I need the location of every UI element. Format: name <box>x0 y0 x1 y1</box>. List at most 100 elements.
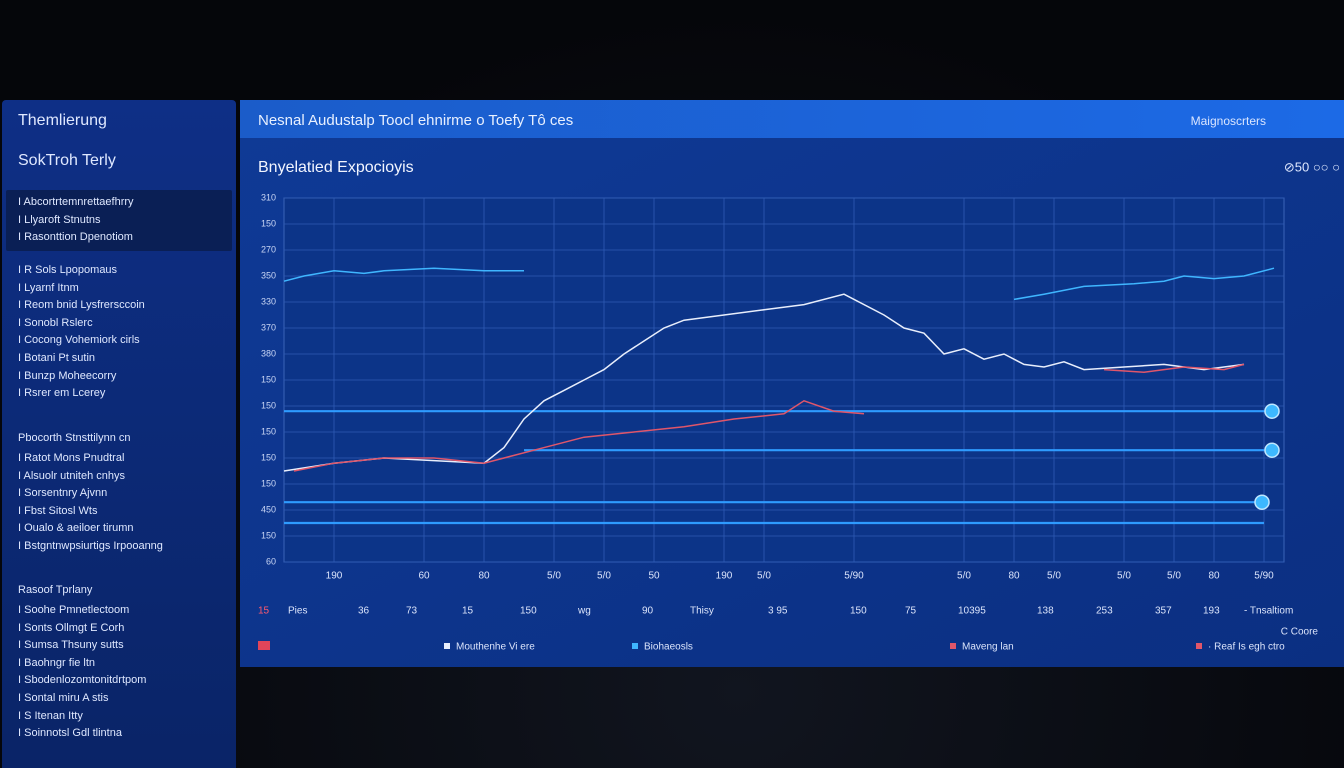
sidebar-item[interactable]: I Reom bnid Lysfrersccoin <box>18 299 145 312</box>
y-tick-label: 380 <box>261 348 276 358</box>
legend-label: · Reaf Is egh ctro <box>1208 642 1285 653</box>
sidebar-group: Pbocorth Stnsttilynn cn I Ratot Mons Pnud… <box>6 432 232 556</box>
footer-value: 73 <box>406 606 418 617</box>
footer-value: 90 <box>642 606 654 617</box>
y-tick-label: 150 <box>261 478 276 488</box>
footer-value: Thisy <box>690 606 714 617</box>
legend-swatch <box>632 643 638 649</box>
header-right: Maignoscrters <box>1191 114 1266 128</box>
footer-value: 150 <box>850 606 867 617</box>
footer-value: 36 <box>358 606 370 617</box>
series-line <box>293 363 1245 472</box>
legend-label: Biohaeosls <box>644 642 693 653</box>
line-handle <box>1254 494 1270 510</box>
y-tick-label: 350 <box>261 270 276 280</box>
sidebar-item[interactable]: I Sorsentnry Ajvnn <box>18 487 108 500</box>
sidebar-item[interactable]: I Bunzp Moheecorry <box>18 369 117 382</box>
sidebar-item[interactable]: I Ratot Mons Pnudtral <box>18 452 125 464</box>
x-tick-label: 5/90 <box>844 571 864 582</box>
panel-icons[interactable]: ⊘50 ○○ ○ <box>1284 159 1340 174</box>
sidebar-item[interactable]: I Fbst Sitosl Wts <box>18 504 98 517</box>
sidebar-item[interactable]: I Rsrer em Lcerey <box>18 387 106 400</box>
y-tick-label: 150 <box>261 400 276 410</box>
sidebar-group: I R Sols Lpopomaus I Lyarnf Itnm I Reom bn… <box>6 262 232 403</box>
footer-value: 15 <box>258 606 270 617</box>
footer-value: 253 <box>1096 606 1113 617</box>
x-tick-label: 50 <box>648 571 660 582</box>
series-line <box>283 267 1275 301</box>
sidebar-heading: Pbocorth Stnsttilynn cn <box>18 432 131 444</box>
line-handle <box>1264 403 1280 419</box>
y-tick-label: 150 <box>261 218 276 228</box>
line-handle <box>1264 442 1280 458</box>
header-bar <box>240 100 1344 138</box>
sidebar-item[interactable]: I Soinnotsl Gdl tlintna <box>18 727 122 740</box>
x-tick-label: 80 <box>1208 571 1220 582</box>
x-tick-label: 190 <box>716 571 733 582</box>
x-tick-label: 5/0 <box>547 571 561 582</box>
x-tick-label: 5/0 <box>757 571 771 582</box>
footer-value: 357 <box>1155 606 1172 617</box>
sidebar-item[interactable]: I Sonts Ollmgt E Corh <box>18 621 125 634</box>
sidebar-item[interactable]: I Rasonttion Dpenotiom <box>18 231 133 244</box>
sidebar-group: Rasoof Tprlany I Soohe Pmnetlectoom I Sont… <box>6 584 232 743</box>
x-tick-label: 5/0 <box>1117 571 1131 582</box>
footer-value: Pies <box>288 606 307 617</box>
header-title: Nesnal Audustalp Toocl ehnirme o Toefy T… <box>258 112 573 129</box>
x-tick-label: 5/0 <box>597 571 611 582</box>
footer-value: wg <box>577 606 591 617</box>
y-tick-label: 150 <box>261 530 276 540</box>
footer-value: 75 <box>905 606 917 617</box>
x-tick-label: 190 <box>326 571 343 582</box>
legend-swatch <box>950 643 956 649</box>
legend-icon <box>258 641 270 650</box>
footer-value: 15 <box>462 606 474 617</box>
sidebar-item[interactable]: I Sbodenlozomtonitdrtpom <box>18 674 147 687</box>
sidebar: Themlierung SokTroh Terly I Abcortrtemnr… <box>2 100 236 768</box>
y-tick-label: 450 <box>261 504 276 514</box>
sidebar-item[interactable]: I Oualo & aeiloer tirumn <box>18 522 134 535</box>
sidebar-item[interactable]: I S Itenan Itty <box>18 709 83 722</box>
sidebar-title: Themlierung <box>18 112 107 129</box>
chart-panel: Nesnal Audustalp Toocl ehnirme o Toefy T… <box>240 100 1344 667</box>
corner-note: C Coore <box>1281 627 1319 638</box>
sidebar-item[interactable]: I Lyarnf Itnm <box>18 281 79 294</box>
x-tick-label: 5/90 <box>1254 571 1274 582</box>
x-tick-label: 5/0 <box>1167 571 1181 582</box>
y-tick-label: 60 <box>266 556 276 566</box>
sidebar-item[interactable]: I Sontal miru A stis <box>18 691 109 704</box>
y-tick-label: 150 <box>261 374 276 384</box>
y-tick-label: 310 <box>261 192 276 202</box>
legend-swatch <box>1196 643 1202 649</box>
legend-label: Maveng lan <box>962 642 1014 653</box>
footer-value: 138 <box>1037 606 1054 617</box>
chart-title: Bnyelatied Expocioyis <box>258 159 414 176</box>
y-tick-label: 150 <box>261 426 276 436</box>
sidebar-item[interactable]: I Alsuolr utniteh cnhys <box>18 469 126 482</box>
sidebar-item[interactable]: I Sumsa Thsuny sutts <box>18 639 124 652</box>
sidebar-item[interactable]: I R Sols Lpopomaus <box>18 264 118 276</box>
y-tick-label: 330 <box>261 296 276 306</box>
sidebar-item[interactable]: I Sonobl Rslerc <box>18 316 93 329</box>
sidebar-item[interactable]: I Baohngr fie ltn <box>18 656 96 669</box>
x-tick-label: 60 <box>418 571 430 582</box>
sidebar-item[interactable]: I Botani Pt sutin <box>18 351 96 364</box>
y-tick-label: 270 <box>261 244 276 254</box>
y-tick-label: 370 <box>261 322 276 332</box>
sidebar-item[interactable]: I Abcortrtemnrettaefhrry <box>18 196 134 208</box>
sidebar-item[interactable]: I Llyaroft Stnutns <box>18 213 101 226</box>
y-tick-label: 150 <box>261 452 276 462</box>
sidebar-item[interactable]: I Bstgntnwpsiurtigs Irpooanng <box>18 539 163 552</box>
footer-value: 3 95 <box>768 606 788 617</box>
legend-swatch <box>444 643 450 649</box>
sidebar-item[interactable]: I Soohe Pmnetlectoom <box>18 604 130 616</box>
x-tick-label: 80 <box>1008 571 1020 582</box>
footer-value: 193 <box>1203 606 1220 617</box>
sidebar-group: I Abcortrtemnrettaefhrry I Llyaroft Stnut… <box>6 190 232 251</box>
x-tick-label: 80 <box>478 571 490 582</box>
sidebar-item[interactable]: I Cocong Vohemiork cirls <box>18 334 140 347</box>
x-tick-label: 5/0 <box>1047 571 1061 582</box>
sidebar-subtitle: SokTroh Terly <box>18 152 116 169</box>
footer-value: - Tnsaltiom <box>1244 606 1293 617</box>
